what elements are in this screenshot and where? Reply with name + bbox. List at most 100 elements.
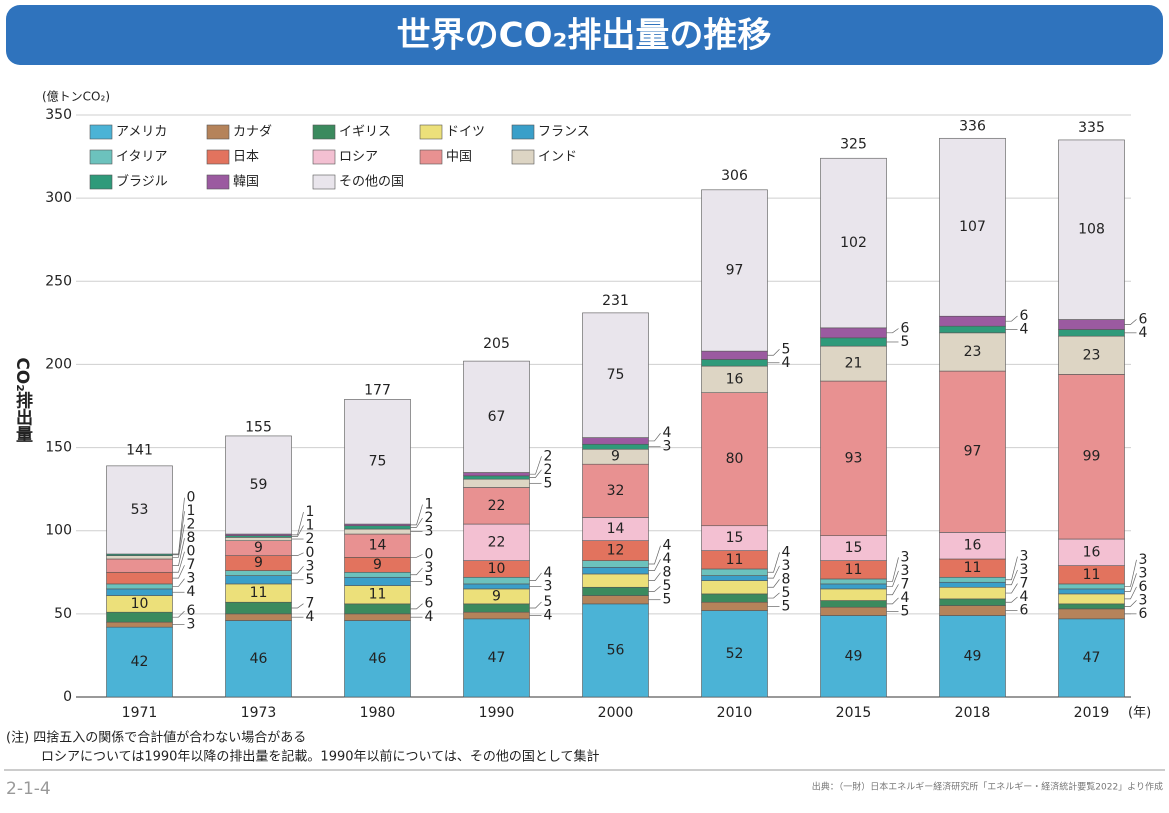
leader-line: [172, 538, 185, 566]
bar-segment: [106, 555, 173, 560]
bar-segment: [1058, 603, 1125, 610]
legend-label: イタリア: [116, 150, 167, 165]
value-label: 1: [306, 504, 315, 520]
x-tick-label: 2000: [598, 705, 634, 721]
value-label: 3: [1139, 565, 1148, 581]
bar-segment: [1058, 538, 1125, 566]
leader-line: [767, 579, 780, 588]
leader-line: [1124, 559, 1137, 587]
leader-line: [1005, 569, 1018, 586]
bar-segment: [701, 525, 768, 551]
value-label: 4: [306, 609, 315, 625]
bar-segment: [463, 523, 530, 561]
leader-line: [767, 592, 780, 599]
value-label: 22: [488, 534, 506, 550]
value-label: 23: [964, 344, 982, 360]
legend-swatch: [206, 149, 230, 165]
total-label: 231: [602, 293, 629, 309]
leader-line: [410, 517, 423, 528]
value-label: 4: [782, 544, 791, 560]
value-label: 3: [1139, 592, 1148, 608]
total-label: 306: [721, 168, 748, 184]
value-label: 7: [187, 557, 196, 573]
bar-segment: [225, 601, 292, 615]
y-axis-label: CO₂排出量: [12, 357, 33, 442]
value-label: 4: [901, 590, 910, 606]
value-label: 6: [1020, 603, 1029, 619]
value-label: 11: [964, 560, 982, 576]
value-label: 2: [306, 531, 315, 547]
value-label: 22: [488, 498, 506, 514]
value-label: 5: [782, 341, 791, 357]
value-label: 0: [187, 544, 196, 560]
bar-segment: [463, 618, 530, 698]
value-label: 75: [607, 367, 625, 383]
x-tick-label: 1990: [479, 705, 515, 721]
y-tick-label: 100: [45, 523, 72, 539]
leader-line: [886, 557, 899, 582]
bar-segment: [1058, 583, 1125, 590]
bar-segment: [701, 568, 768, 576]
legend-label: ドイツ: [446, 125, 485, 140]
value-label: 0: [187, 490, 196, 506]
bar-segment: [820, 615, 887, 698]
value-label: 5: [782, 598, 791, 614]
value-label: 93: [845, 450, 863, 466]
bar-segment: [344, 613, 411, 621]
value-label: 53: [131, 502, 149, 518]
bar-segment: [939, 581, 1006, 588]
bar-segment: [463, 603, 530, 613]
value-label: 97: [964, 444, 982, 460]
value-label: 4: [187, 584, 196, 600]
value-label: 3: [901, 563, 910, 579]
value-label: 59: [250, 477, 268, 493]
value-label: 0: [425, 546, 434, 562]
value-label: 32: [607, 483, 625, 499]
bar-segment: [939, 370, 1006, 533]
leader-line: [1005, 315, 1018, 322]
value-label: 4: [1020, 589, 1029, 605]
value-label: 5: [901, 603, 910, 619]
bar-segment: [701, 601, 768, 611]
bar-segment: [701, 350, 768, 360]
bar-segment: [701, 392, 768, 527]
legend-label: その他の国: [339, 175, 404, 190]
value-label: 5: [544, 594, 553, 610]
value-label: 5: [663, 578, 672, 594]
value-label: 7: [901, 576, 910, 592]
legend-label: ロシア: [339, 150, 378, 165]
bar-segment: [225, 537, 292, 541]
legend-swatch: [419, 124, 443, 140]
value-label: 4: [663, 425, 672, 441]
bar-segment: [820, 578, 887, 585]
source: 出典：（一財）日本エネルギー経済研究所「エネルギー・経済統計要覧2022」より作…: [812, 781, 1163, 793]
leader-line: [1005, 583, 1018, 594]
value-label: 5: [425, 573, 434, 589]
bar-segment: [344, 576, 411, 586]
value-label: 9: [254, 540, 263, 556]
bar-segment: [106, 588, 173, 596]
bar-segment: [939, 332, 1006, 372]
value-label: 107: [959, 219, 986, 235]
bar-segment: [463, 487, 530, 525]
value-label: 108: [1078, 222, 1105, 238]
value-label: 1: [306, 518, 315, 534]
x-tick-label: 2010: [717, 705, 753, 721]
y-tick-label: 0: [63, 689, 72, 705]
legend-label: アメリカ: [116, 125, 167, 140]
bar-segment: [582, 586, 649, 596]
value-label: 3: [425, 524, 434, 540]
leader-line: [767, 552, 780, 573]
bar-segment: [1058, 593, 1125, 605]
bar-segment: [344, 603, 411, 615]
note: ロシアについては1990年以降の排出量を記載。1990年以前については、その他の…: [41, 749, 599, 765]
value-label: 4: [1139, 325, 1148, 341]
leader-line: [291, 525, 304, 537]
bar-segment: [820, 157, 887, 329]
bar-segment: [463, 478, 530, 488]
bar-segment: [939, 615, 1006, 698]
legend-label: インド: [538, 150, 577, 165]
leader-line: [886, 328, 899, 334]
bar-segment: [701, 580, 768, 595]
bar-segment: [106, 621, 173, 628]
